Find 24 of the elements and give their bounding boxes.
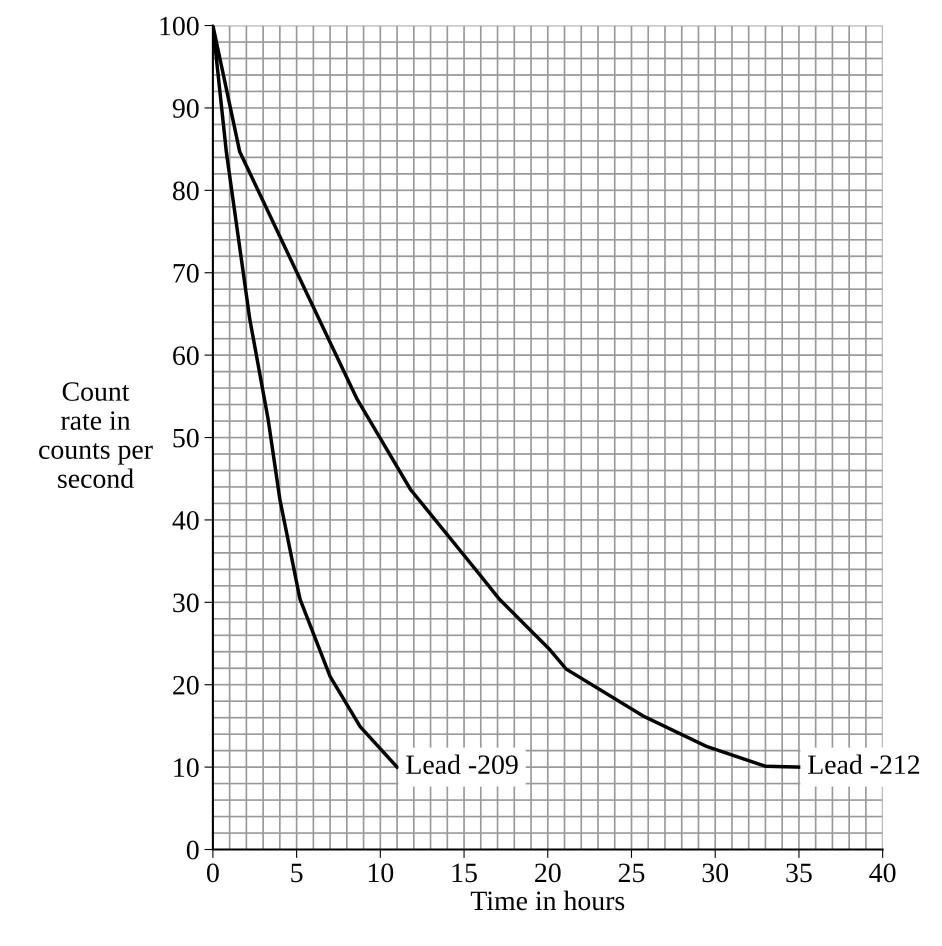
- x-tick-label: 35: [786, 864, 812, 882]
- y-tick-label: 70: [174, 264, 199, 283]
- y-axis-title: Count rate in counts per second: [39, 382, 153, 488]
- y-tick-label: 60: [173, 346, 199, 366]
- x-tick-label: 0: [207, 864, 219, 882]
- x-tick-label: 15: [452, 864, 477, 882]
- y-tick-label: 20: [173, 676, 199, 695]
- series-label: Lead -209: [406, 754, 518, 774]
- x-tick-label: 5: [291, 864, 302, 882]
- y-tick-label: 50: [174, 428, 199, 448]
- x-tick-label: 40: [869, 864, 896, 882]
- x-axis-title: Time in hours: [470, 890, 624, 910]
- y-tick-label: 0: [186, 840, 199, 860]
- y-tick-label: 10: [174, 758, 199, 778]
- y-tick-label: 100: [160, 16, 199, 36]
- y-tick-label: 30: [173, 593, 199, 612]
- y-tick-label: 90: [172, 99, 199, 118]
- x-tick-label: 10: [368, 864, 394, 882]
- y-tick-label: 80: [172, 182, 199, 200]
- series-label: Lead -212: [808, 754, 920, 774]
- x-tick-label: 20: [535, 864, 561, 882]
- x-tick-label: 25: [618, 864, 644, 882]
- y-tick-label: 40: [172, 511, 199, 530]
- x-tick-label: 30: [702, 864, 728, 882]
